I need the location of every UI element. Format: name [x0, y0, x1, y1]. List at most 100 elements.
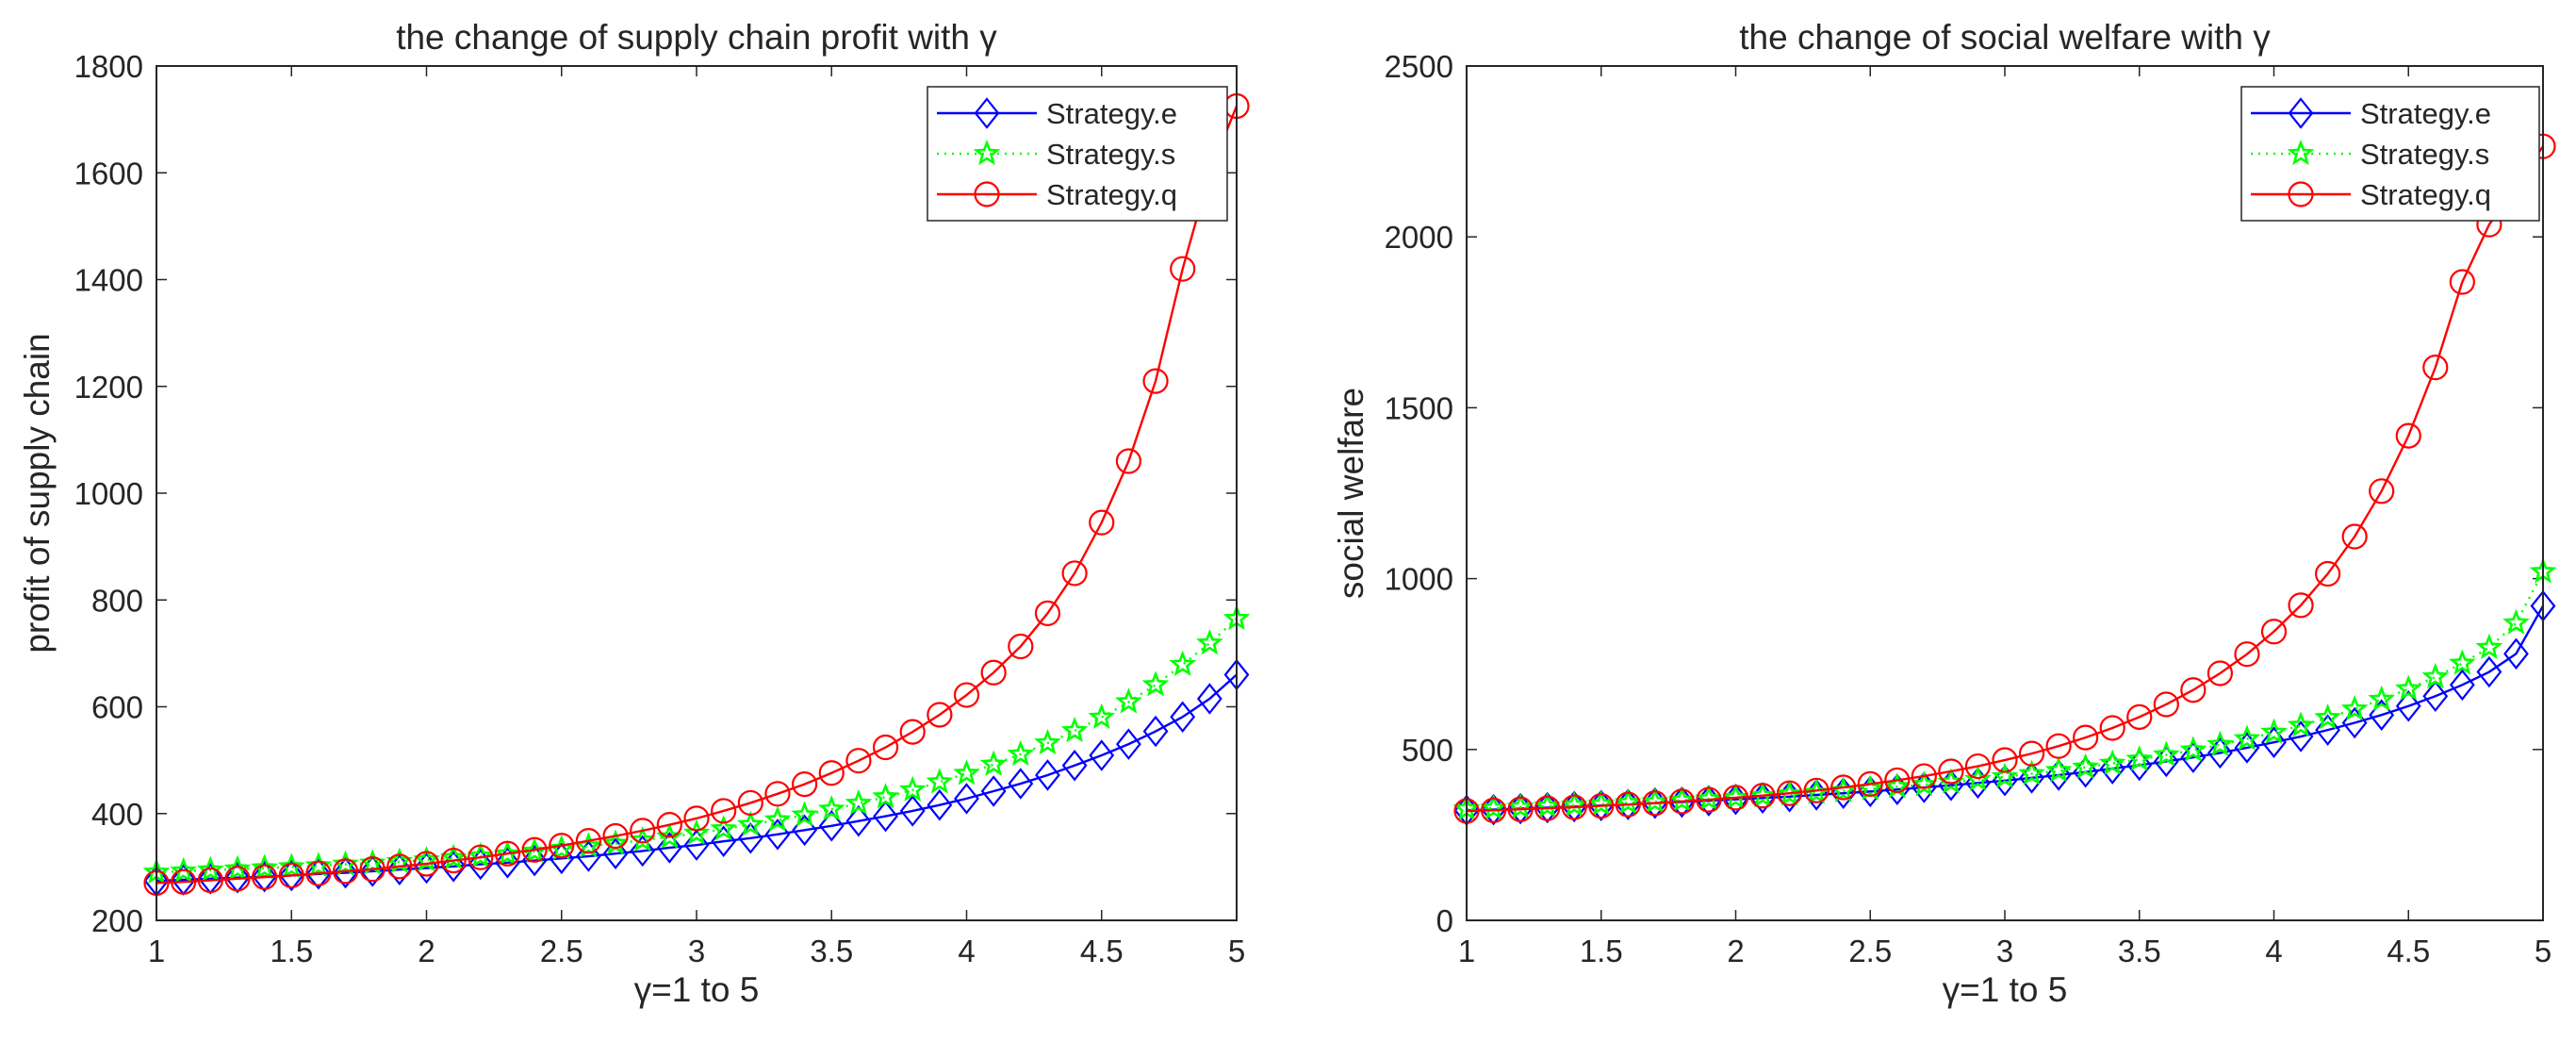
data-point-strategy-q — [2073, 724, 2099, 751]
data-point-strategy-s — [1668, 786, 1696, 812]
x-axis-label: γ=1 to 5 — [1943, 970, 2068, 1009]
data-point-strategy-q — [521, 836, 548, 863]
data-point-strategy-e — [2476, 655, 2502, 688]
data-point-strategy-s — [251, 853, 278, 880]
data-point-strategy-q — [549, 833, 575, 859]
legend-label-strategy-s: Strategy.s — [2360, 138, 2489, 171]
data-point-strategy-e — [818, 810, 845, 842]
y-tick-label: 1000 — [74, 476, 143, 511]
data-point-strategy-s — [1722, 783, 1749, 810]
legend-box — [927, 86, 1228, 222]
data-point-strategy-s — [1506, 793, 1534, 819]
y-axis-label: social welfare — [1332, 388, 1370, 599]
data-point-strategy-s — [2125, 745, 2154, 771]
data-point-strategy-s — [791, 801, 818, 827]
data-point-strategy-s — [1614, 788, 1642, 815]
data-point-strategy-e — [927, 788, 953, 821]
legend-box — [2240, 86, 2540, 222]
data-point-strategy-s — [845, 788, 873, 816]
y-tick-label: 2500 — [1385, 49, 1453, 84]
data-point-strategy-s — [1776, 780, 1803, 806]
legend-label-strategy-s: Strategy.s — [1046, 138, 1175, 171]
data-point-strategy-s — [1060, 716, 1089, 743]
data-point-strategy-q — [359, 856, 386, 883]
data-point-strategy-q — [2422, 355, 2449, 381]
legend-marker-strategy-e — [2288, 97, 2314, 129]
data-point-strategy-s — [2018, 759, 2045, 786]
data-point-strategy-q — [2341, 523, 2368, 550]
data-point-strategy-q — [1561, 794, 1587, 820]
y-tick-label: 500 — [1402, 733, 1453, 768]
x-tick-label: 5 — [2535, 934, 2551, 968]
data-point-strategy-q — [602, 822, 629, 850]
data-point-strategy-e — [2315, 714, 2341, 746]
data-point-strategy-s — [467, 842, 495, 868]
data-point-strategy-q — [711, 798, 737, 824]
data-point-strategy-s — [223, 854, 252, 881]
data-point-strategy-e — [521, 844, 548, 877]
data-point-strategy-q — [845, 748, 872, 774]
data-point-strategy-s — [953, 759, 980, 786]
data-point-strategy-q — [1615, 791, 1641, 818]
legend-label-strategy-e: Strategy.e — [2360, 97, 2491, 130]
x-tick-label: 1 — [1458, 934, 1475, 968]
data-point-strategy-q — [1115, 448, 1142, 474]
data-point-strategy-s — [1169, 650, 1197, 676]
data-point-strategy-q — [2018, 740, 2045, 767]
data-point-strategy-s — [332, 850, 359, 876]
x-tick-label: 4 — [958, 934, 975, 968]
data-point-strategy-s — [2287, 711, 2315, 737]
data-point-strategy-s — [1141, 670, 1170, 697]
data-point-strategy-e — [683, 829, 710, 861]
data-point-strategy-e — [1196, 683, 1222, 715]
data-point-strategy-s — [872, 783, 899, 809]
data-point-strategy-q — [2449, 269, 2475, 295]
data-point-strategy-q — [1992, 747, 2018, 773]
data-point-strategy-q — [386, 853, 413, 880]
data-point-strategy-q — [872, 734, 899, 761]
data-point-strategy-s — [1587, 789, 1616, 816]
data-point-strategy-s — [1560, 790, 1588, 818]
data-point-strategy-s — [763, 805, 792, 832]
data-point-strategy-s — [1007, 739, 1035, 767]
data-point-strategy-e — [2449, 669, 2475, 702]
data-point-strategy-s — [2394, 674, 2422, 701]
data-point-strategy-e — [252, 860, 278, 893]
axes-box — [1466, 65, 2544, 921]
legend-marker-strategy-q — [2288, 181, 2314, 207]
data-point-strategy-e — [1008, 768, 1034, 800]
data-point-strategy-e — [1061, 750, 1088, 782]
data-point-strategy-s — [1115, 687, 1142, 714]
data-point-strategy-q — [656, 812, 682, 838]
data-point-strategy-e — [2503, 637, 2529, 670]
data-point-strategy-e — [2207, 736, 2233, 769]
data-point-strategy-s — [926, 768, 954, 794]
legend: Strategy.e Strategy.s Strategy.q — [927, 86, 1228, 222]
data-point-strategy-q — [2260, 619, 2288, 645]
data-point-strategy-e — [1142, 715, 1169, 748]
x-tick-label: 5 — [1228, 934, 1245, 968]
legend-marker-strategy-s — [2287, 139, 2315, 166]
y-tick-label: 0 — [1436, 903, 1453, 938]
data-point-strategy-q — [1938, 758, 1964, 785]
data-point-strategy-e — [2422, 680, 2449, 713]
data-point-strategy-s — [1480, 794, 1507, 820]
data-point-strategy-s — [1196, 629, 1223, 655]
data-point-strategy-e — [2234, 732, 2260, 764]
data-point-strategy-s — [2072, 753, 2099, 779]
data-point-strategy-s — [2233, 724, 2261, 751]
data-point-strategy-s — [2152, 740, 2180, 767]
y-tick-label: 1800 — [74, 49, 143, 84]
data-point-strategy-s — [1034, 728, 1061, 755]
data-point-strategy-q — [1588, 792, 1615, 819]
data-point-strategy-s — [2449, 649, 2476, 675]
data-point-strategy-q — [1034, 600, 1061, 627]
data-point-strategy-q — [1170, 256, 1196, 282]
data-point-strategy-q — [1803, 777, 1829, 803]
data-point-strategy-q — [1911, 763, 1937, 789]
data-point-strategy-e — [278, 859, 304, 892]
data-point-strategy-s — [898, 775, 927, 802]
data-point-strategy-q — [1857, 770, 1883, 798]
data-point-strategy-e — [468, 848, 494, 881]
data-point-strategy-q — [468, 844, 494, 870]
